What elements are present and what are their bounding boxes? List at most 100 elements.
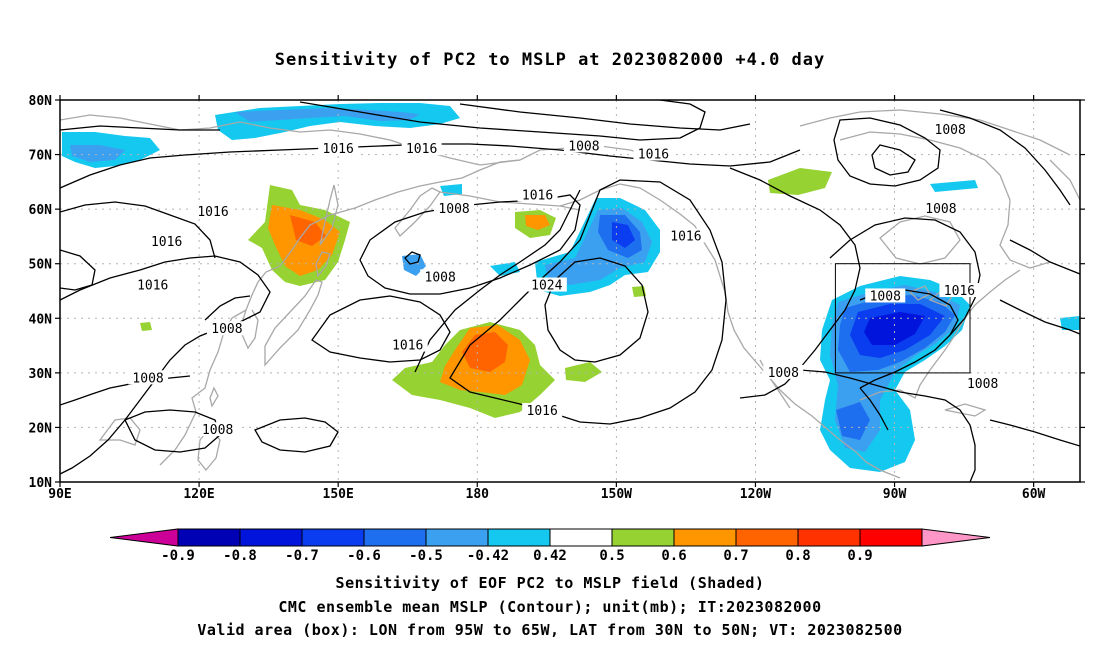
- contour-label: 1008: [438, 202, 469, 217]
- negative-region: [930, 180, 978, 192]
- contour-label: 1008: [425, 270, 456, 285]
- negative-region: [864, 312, 925, 345]
- lon-tick-label: 150W: [601, 487, 632, 502]
- colorbar-label: 0.5: [599, 548, 624, 564]
- positive-region: [525, 215, 550, 230]
- lat-tick-label: 50N: [29, 258, 53, 273]
- valid-area-box: [834, 263, 971, 374]
- contour-label: 1016: [197, 205, 228, 220]
- contour-label-bg: [318, 141, 359, 156]
- contour-label-bg: [920, 201, 961, 216]
- lat-tick-label: 30N: [29, 367, 53, 382]
- caption-contour: CMC ensemble mean MSLP (Contour); unit(m…: [278, 598, 822, 616]
- lat-tick-label: 80N: [29, 94, 53, 109]
- positive-region: [565, 362, 602, 382]
- contour-label-bg: [146, 233, 187, 248]
- contour-label: 1024: [531, 279, 562, 294]
- contour-label-bg: [522, 403, 563, 418]
- lon-tick-label: 120E: [183, 487, 214, 502]
- colorbar-segment: [797, 528, 861, 547]
- caption-shading: Sensitivity of EOF PC2 to MSLP field (Sh…: [335, 574, 765, 592]
- colorbar-label: -0.8: [223, 548, 257, 564]
- colorbar-segment: [239, 528, 303, 547]
- contour-label: 1016: [323, 142, 354, 157]
- contour-label: 1016: [638, 148, 669, 163]
- contour-label: 1008: [768, 366, 799, 381]
- contour-label: 1016: [151, 235, 182, 250]
- chart-title: Sensitivity of PC2 to MSLP at 2023082000…: [274, 50, 826, 70]
- positive-region: [768, 168, 832, 195]
- contour-label-bg: [197, 422, 238, 437]
- contour-label: 1008: [925, 202, 956, 217]
- colorbar-label: -0.6: [347, 548, 381, 564]
- lat-tick-label: 60N: [29, 203, 53, 218]
- contour-label: 1008: [568, 139, 599, 154]
- contour-labels: 1016 1016 1008 1016 1016 1008 1008 1016 1016 1016…: [128, 122, 1003, 438]
- contour-label-bg: [128, 370, 169, 385]
- caption-valid-area: Valid area (box): LON from 95W to 65W, L…: [197, 621, 903, 639]
- colorbar-label: -0.7: [285, 548, 319, 564]
- colorbar-label: 0.7: [723, 548, 748, 564]
- map-plot-area: 1016 1016 1008 1016 1016 1008 1008 1016 1016 1016…: [60, 100, 1080, 482]
- sensitivity-shading: [62, 103, 1080, 472]
- contour-label: 1008: [202, 423, 233, 438]
- contour-label-bg: [132, 277, 173, 292]
- contour-label: 1016: [670, 229, 701, 244]
- contour-label-bg: [193, 203, 233, 218]
- lat-tick-label: 10N: [29, 476, 53, 491]
- colorbar-segment: [735, 528, 799, 547]
- colorbar-label: -0.5: [409, 548, 443, 564]
- contour-label: 1008: [935, 123, 966, 138]
- lat-tick-label: 70N: [29, 149, 53, 164]
- contour-label: 1016: [527, 404, 558, 419]
- negative-region: [836, 402, 870, 440]
- mslp-contours: [60, 100, 1080, 482]
- colorbar-segment: [549, 528, 613, 547]
- contour-label-bg: [563, 138, 604, 153]
- colorbar-segment: [425, 528, 489, 547]
- contour-label: 1008: [870, 289, 901, 304]
- contour-label-bg: [865, 288, 906, 303]
- colorbar-segment: [487, 528, 551, 547]
- colorbar-segment: [673, 528, 737, 547]
- colorbar-segment: [611, 528, 675, 547]
- contour-label: 1016: [522, 189, 553, 204]
- contour-label: 1008: [132, 371, 163, 386]
- contour-label-bg: [526, 277, 567, 292]
- negative-region: [70, 145, 125, 162]
- contour-label-bg: [962, 375, 1003, 390]
- lon-tick-label: 150E: [323, 487, 354, 502]
- colorbar-label: 0.8: [785, 548, 810, 564]
- contour-label-bg: [387, 337, 428, 352]
- colorbar-label: 0.9: [847, 548, 872, 564]
- contour-label-bg: [763, 364, 804, 379]
- contour-label-bg: [420, 269, 461, 284]
- contour-label: 1008: [967, 377, 998, 392]
- contour-label-bg: [517, 187, 558, 202]
- colorbar-segment: [177, 528, 241, 547]
- negative-region: [1060, 316, 1080, 330]
- longitude-axis: 90E 120E 150E 180 150W 120W 90W 60W: [48, 95, 1046, 502]
- lat-tick-label: 40N: [29, 312, 53, 327]
- positive-region: [140, 322, 152, 331]
- colorbar-label: -0.9: [161, 548, 195, 564]
- colorbar-label: -0.42: [467, 548, 509, 564]
- negative-region: [402, 254, 426, 276]
- lon-tick-label: 90E: [48, 487, 71, 502]
- colorbar-segment: [363, 528, 427, 547]
- contour-label: 1016: [392, 339, 423, 354]
- colorbar-segment: [301, 528, 365, 547]
- contour-label: 1008: [211, 322, 242, 337]
- colorbar-label: 0.42: [533, 548, 567, 564]
- contour-label: 1016: [406, 142, 437, 157]
- lon-tick-label: 60W: [1022, 487, 1046, 502]
- contour-label: 1016: [137, 279, 168, 294]
- contour-label-bg: [939, 283, 980, 297]
- colorbar-segment: [859, 528, 923, 547]
- latitude-axis: 80N 70N 60N 50N 40N 30N 20N 10N: [29, 94, 1085, 491]
- contour-label: 1016: [944, 284, 975, 299]
- map-frame: [59, 99, 1081, 483]
- colorbar-extend-high: [921, 528, 991, 547]
- colorbar-extend-low: [109, 528, 179, 547]
